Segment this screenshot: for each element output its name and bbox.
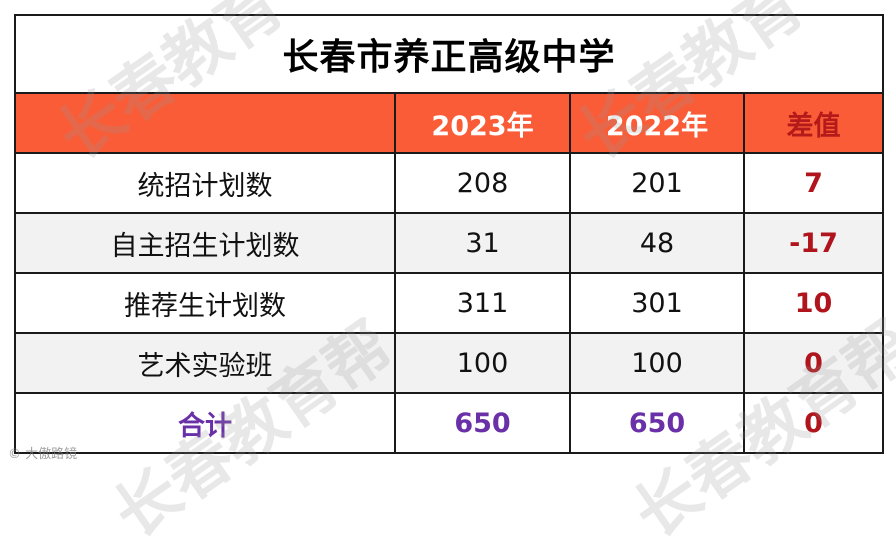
row-label: 统招计划数 xyxy=(14,152,396,214)
value-2023: 208 xyxy=(394,152,571,214)
row-label: 自主招生计划数 xyxy=(14,212,396,274)
value-diff: 7 xyxy=(742,152,885,214)
total-2022: 650 xyxy=(569,392,745,454)
credit-watermark: © 大傲路镜 xyxy=(8,447,78,462)
value-diff: 10 xyxy=(742,272,885,334)
table-container: 长春市养正高级中学 2023年 2022年 差值 统招计划数 208 201 7… xyxy=(13,14,885,454)
value-2023: 311 xyxy=(394,272,571,334)
header-2022: 2022年 xyxy=(569,92,745,154)
header-blank xyxy=(14,92,396,154)
table-row: 统招计划数 208 201 7 xyxy=(14,152,885,214)
row-label: 推荐生计划数 xyxy=(14,272,396,334)
value-diff: 0 xyxy=(742,332,885,394)
total-label: 合计 xyxy=(14,392,396,454)
table-row: 艺术实验班 100 100 0 xyxy=(14,332,885,394)
total-2023: 650 xyxy=(394,392,571,454)
value-2022: 301 xyxy=(569,272,745,334)
row-label: 艺术实验班 xyxy=(14,332,396,394)
header-2023: 2023年 xyxy=(394,92,571,154)
value-2022: 48 xyxy=(569,212,745,274)
table-title: 长春市养正高级中学 xyxy=(13,14,885,94)
header-diff: 差值 xyxy=(742,92,885,154)
total-diff: 0 xyxy=(742,392,885,454)
value-2023: 100 xyxy=(394,332,571,394)
enrollment-table: 长春市养正高级中学 2023年 2022年 差值 统招计划数 208 201 7… xyxy=(13,14,885,454)
header-row: 2023年 2022年 差值 xyxy=(14,92,885,154)
value-diff: -17 xyxy=(742,212,885,274)
table-row: 自主招生计划数 31 48 -17 xyxy=(14,212,885,274)
value-2022: 100 xyxy=(569,332,745,394)
value-2023: 31 xyxy=(394,212,571,274)
table-row: 推荐生计划数 311 301 10 xyxy=(14,272,885,334)
total-row: 合计 650 650 0 xyxy=(14,392,885,454)
value-2022: 201 xyxy=(569,152,745,214)
